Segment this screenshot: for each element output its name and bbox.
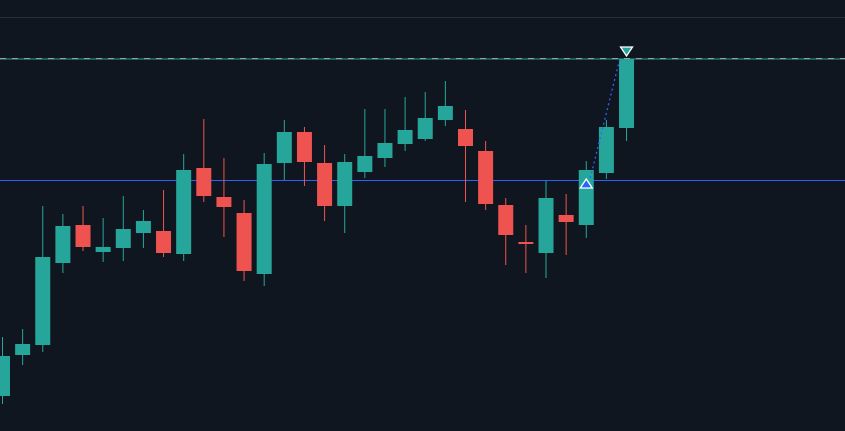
candle-body bbox=[15, 344, 31, 355]
candle-body bbox=[135, 221, 151, 233]
candle-7 bbox=[135, 210, 151, 248]
candle-body bbox=[498, 205, 514, 235]
candle-body bbox=[377, 143, 393, 158]
candle-20 bbox=[397, 97, 413, 151]
candle-9 bbox=[176, 154, 192, 261]
candle-body bbox=[437, 106, 453, 120]
candle-30 bbox=[598, 120, 614, 179]
candle-body bbox=[216, 197, 232, 207]
candle-26 bbox=[518, 225, 534, 273]
candle-6 bbox=[115, 196, 131, 261]
candle-3 bbox=[55, 214, 71, 273]
candle-10 bbox=[196, 119, 212, 202]
candle-body bbox=[357, 156, 373, 172]
candle-31 bbox=[619, 59, 635, 141]
candle-0 bbox=[0, 337, 10, 404]
candle-body bbox=[538, 198, 554, 253]
candle-body bbox=[518, 242, 534, 244]
candle-body bbox=[35, 257, 51, 345]
candle-body bbox=[196, 168, 212, 196]
candle-body bbox=[296, 132, 312, 162]
candle-body bbox=[478, 151, 494, 204]
candle-15 bbox=[296, 127, 312, 186]
candle-4 bbox=[75, 206, 91, 251]
candle-body bbox=[457, 129, 473, 146]
trend-line bbox=[589, 59, 621, 179]
sell-marker-icon bbox=[619, 46, 634, 58]
candle-body bbox=[619, 59, 635, 128]
candle-11 bbox=[216, 158, 232, 237]
candle-25 bbox=[498, 198, 514, 265]
candle-body bbox=[276, 132, 292, 163]
candle-22 bbox=[437, 81, 453, 126]
candle-17 bbox=[337, 154, 353, 233]
candle-body bbox=[95, 247, 111, 252]
candle-body bbox=[337, 162, 353, 206]
candle-8 bbox=[156, 190, 172, 257]
candle-body bbox=[397, 130, 413, 144]
candle-23 bbox=[457, 110, 473, 202]
candle-body bbox=[256, 164, 272, 274]
candle-14 bbox=[276, 120, 292, 180]
candle-19 bbox=[377, 109, 393, 167]
candle-body bbox=[417, 118, 433, 139]
candle-body bbox=[75, 225, 91, 247]
candle-body bbox=[156, 231, 172, 253]
candle-21 bbox=[417, 92, 433, 141]
candle-5 bbox=[95, 218, 111, 262]
candle-16 bbox=[317, 145, 333, 221]
candle-1 bbox=[15, 329, 31, 365]
candle-body bbox=[317, 163, 333, 206]
candle-body bbox=[0, 356, 10, 396]
candle-body bbox=[236, 213, 252, 271]
candle-body bbox=[55, 226, 71, 263]
candle-2 bbox=[35, 206, 51, 352]
candle-12 bbox=[236, 200, 252, 281]
candle-28 bbox=[558, 194, 574, 255]
buy-marker-icon bbox=[579, 177, 594, 189]
candle-24 bbox=[478, 141, 494, 210]
candle-27 bbox=[538, 181, 554, 278]
candle-body bbox=[176, 170, 192, 254]
candle-body bbox=[115, 229, 131, 248]
candle-body bbox=[558, 215, 574, 222]
candle-18 bbox=[357, 109, 373, 178]
candle-13 bbox=[256, 153, 272, 286]
candle-body bbox=[598, 127, 614, 173]
